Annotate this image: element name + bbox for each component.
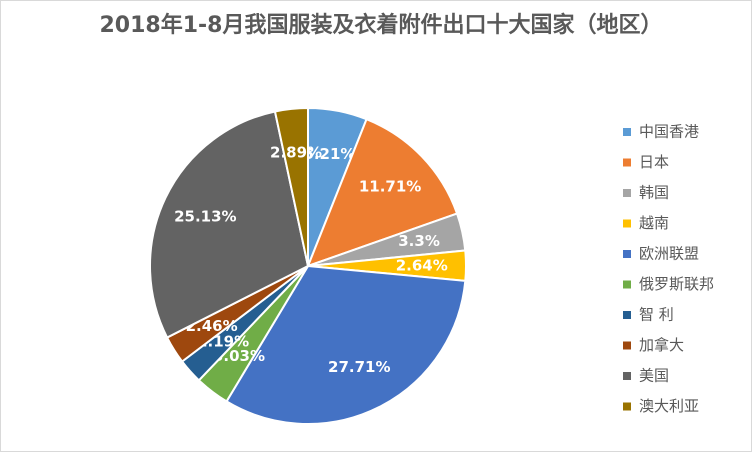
pie-slice	[149, 110, 310, 339]
data-label: 2.64%	[396, 256, 448, 274]
legend-label: 中国香港	[639, 123, 699, 141]
legend-label: 欧洲联盟	[639, 245, 699, 263]
legend-swatch	[623, 250, 631, 258]
legend-swatch	[623, 372, 631, 380]
legend-label: 加拿大	[639, 336, 684, 354]
pie-slice	[273, 106, 309, 267]
data-label: 3.3%	[398, 232, 440, 250]
legend-swatch	[623, 158, 631, 167]
legend-label: 越南	[639, 214, 669, 232]
data-label: 5.21%	[303, 145, 355, 163]
data-label: 2.89%	[270, 143, 322, 161]
data-label: 27.71%	[328, 358, 390, 376]
legend-swatch	[623, 341, 631, 350]
legend-swatch	[623, 402, 631, 411]
legend-swatch	[623, 219, 631, 228]
chart-title: 2018年1-8月我国服装及衣着附件出口十大国家（地区）	[99, 13, 663, 38]
legend-swatch	[623, 311, 631, 319]
legend-swatch	[623, 280, 631, 289]
data-label: 25.13%	[174, 208, 236, 226]
legend-label: 美国	[639, 367, 669, 385]
legend-label: 日本	[639, 153, 669, 171]
data-label: 11.71%	[359, 178, 421, 196]
legend-label: 俄罗斯联邦	[639, 275, 714, 293]
pie-slice	[225, 264, 467, 425]
legend-label: 韩国	[639, 184, 669, 202]
legend-label: 澳大利亚	[639, 397, 699, 415]
legend-label: 智 利	[639, 306, 674, 324]
legend-swatch	[623, 128, 631, 136]
legend-swatch	[623, 189, 631, 197]
pie-slice	[306, 117, 459, 268]
